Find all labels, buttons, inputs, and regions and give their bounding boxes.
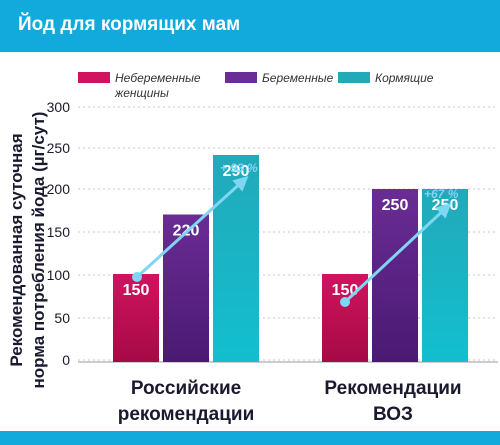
growth-arrow-start-dot <box>340 297 350 307</box>
x-category-label: Рекомендации ВОЗ <box>324 378 461 425</box>
bars <box>113 155 468 362</box>
growth-arrows: + 93 % +67 % <box>132 161 459 307</box>
bar-value-label: 150 <box>123 282 150 299</box>
legend: Небеременные женщины Беременные Кормящие <box>78 71 434 100</box>
bar <box>113 274 159 362</box>
y-tick-label: 300 <box>47 99 71 115</box>
y-tick-label: 150 <box>47 224 71 240</box>
legend-label: Беременные <box>262 71 334 85</box>
footer-bar <box>0 431 500 445</box>
legend-label: Кормящие <box>375 71 434 85</box>
page-title: Йод для кормящих мам <box>18 14 241 35</box>
y-tick-label: 250 <box>47 140 71 156</box>
y-tick-label: 50 <box>54 310 70 326</box>
growth-arrow <box>135 175 249 279</box>
y-axis-title: Рекомендованная суточная норма потреблени… <box>7 112 48 389</box>
y-tick-label: 100 <box>47 267 71 283</box>
y-axis-ticks: 300 250 200 150 100 50 0 <box>47 99 71 368</box>
x-category-label: Российские рекомендации <box>118 378 255 425</box>
legend-label: Небеременные женщины <box>114 71 201 100</box>
bar-value-label: 290 <box>223 163 250 180</box>
bar <box>163 214 209 362</box>
bar <box>372 189 418 362</box>
y-tick-label: 200 <box>47 181 71 197</box>
bar <box>422 189 468 362</box>
legend-swatch <box>78 72 110 83</box>
growth-percent-label: +67 % <box>424 187 459 201</box>
y-tick-label: 0 <box>62 352 70 368</box>
header-bar: Йод для кормящих мам <box>0 0 500 52</box>
growth-percent-label: + 93 % <box>220 161 258 175</box>
legend-swatch <box>338 72 370 83</box>
growth-arrow-start-dot <box>132 272 142 282</box>
x-axis-labels: Российские рекомендации Рекомендации ВОЗ <box>118 378 462 425</box>
y-axis-title: Рекомендованная суточная норма потреблени… <box>7 112 48 389</box>
growth-arrow <box>343 202 452 304</box>
legend-swatch <box>225 72 257 83</box>
bar-value-label: 250 <box>382 197 409 214</box>
bar-value-label: 150 <box>332 282 359 299</box>
